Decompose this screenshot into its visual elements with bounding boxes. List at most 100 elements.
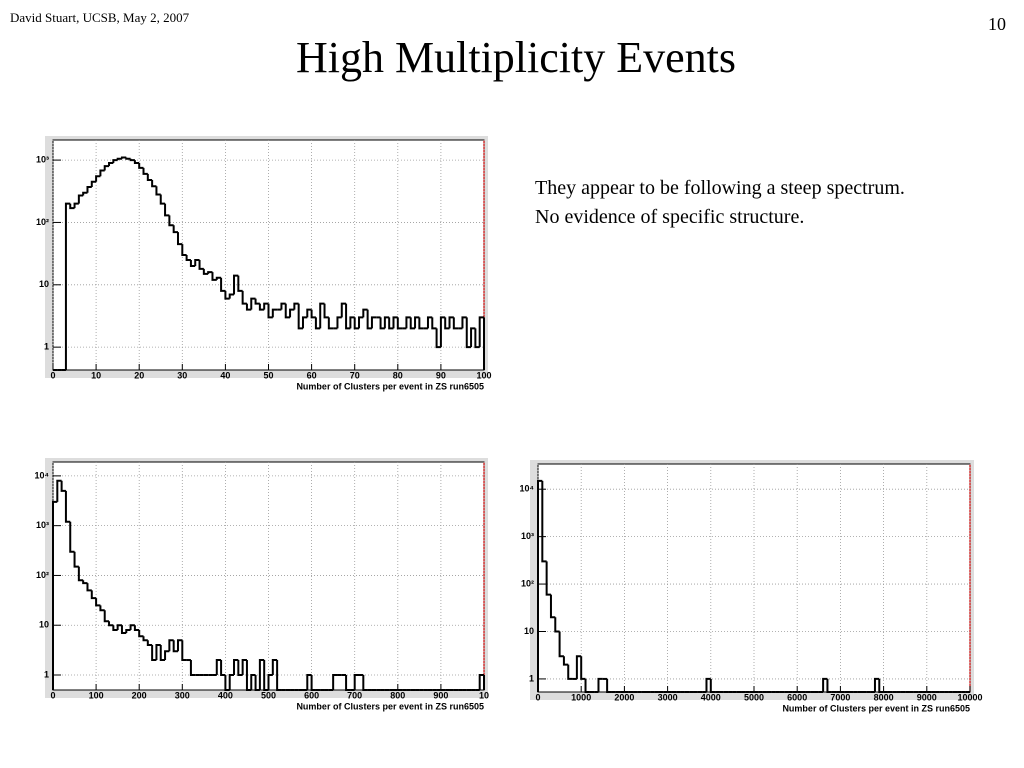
y-tick-label: 10² [521,578,534,588]
histogram-bin [168,215,174,227]
histogram-bin [345,303,351,330]
histogram-bin [52,500,58,690]
histogram-bin [537,479,543,692]
histogram-bin [228,674,235,690]
x-axis-label: Number of Clusters per event in ZS run65… [296,381,484,391]
histogram-bin [64,490,71,523]
histogram-bin [826,678,832,693]
histogram-bin [116,624,122,631]
histogram-bin [77,194,84,204]
histogram-bin [323,303,329,319]
x-axis-label: Number of Clusters per event in ZS run65… [296,701,484,711]
histogram-bin [224,290,230,300]
histogram-bin [172,225,178,234]
histogram-bin [95,175,101,182]
histogram-bin [554,617,560,633]
histogram-bin [189,259,196,268]
histogram-bin [301,316,308,329]
histogram-bin [155,186,161,196]
histogram-bin [245,303,252,311]
y-tick-label: 10 [39,279,49,289]
x-tick-label: 0 [535,692,540,702]
histogram-bin [250,674,256,690]
y-tick-label: 10⁴ [520,484,534,494]
histogram-bin [405,316,411,329]
histogram-bin [108,621,114,627]
histogram-bin [263,660,269,691]
histogram-bin [478,674,484,690]
body-line: They appear to be following a steep spec… [535,177,905,199]
histogram-bin [461,316,467,329]
histogram-bin [439,316,446,348]
histogram-bin [220,277,226,292]
histogram-bin [90,590,97,600]
histogram-bin [254,675,260,691]
histogram-bin [103,610,110,623]
x-tick-label: 90 [436,370,446,380]
histogram-bin [541,480,547,563]
histogram-bin [345,675,351,691]
histogram-bin [254,298,260,305]
x-tick-label: 0 [50,690,55,700]
histogram-bin [176,639,183,652]
histogram-bin [263,302,269,310]
histogram-bin [99,169,105,177]
histogram-bin [878,678,884,693]
histogram-bin [250,297,256,310]
histogram-bin [267,303,273,319]
histogram-bin [549,594,556,619]
histogram-bin [575,655,582,679]
page-number: 10 [988,14,1006,34]
y-tick-label: 10² [36,570,49,580]
histogram-bin [82,580,88,585]
x-tick-label: 300 [175,690,190,700]
histogram-bin [133,625,140,632]
histogram-bin [379,317,385,330]
histogram-bin [562,656,569,666]
y-tick-label: 10² [36,217,49,227]
histogram-bin [310,675,316,691]
histogram-bin [444,317,450,330]
histogram-bin [168,639,174,652]
histogram-bin [77,566,84,582]
histogram-bin [133,160,140,164]
histogram-bin [207,271,213,274]
histogram-bin [383,316,390,329]
histogram-bin [241,290,247,305]
histogram-bin [120,625,127,634]
x-tick-label: 70 [350,370,360,380]
histogram-bin [138,162,144,169]
histogram-bin [465,317,472,349]
histogram-bin [392,316,398,329]
histogram-bin [120,156,127,159]
histogram-bin [358,316,364,329]
histogram-bin [224,675,230,691]
histogram-bin [155,644,161,661]
histogram-bin [314,317,321,330]
x-tick-label: 9000 [917,692,937,702]
histogram-bin [280,302,286,310]
histogram-bin [271,308,278,318]
histogram-bin [69,203,75,210]
histogram-bin [276,660,282,691]
histogram-bin [349,316,355,329]
histogram-bin [258,303,265,311]
y-tick-label: 10⁴ [35,470,49,480]
x-tick-label: 8000 [874,692,894,702]
x-tick-label: 5000 [744,692,764,702]
histogram-bin [293,302,299,310]
histogram-bin [129,624,135,631]
histogram-bin [470,327,476,348]
histogram-bin [284,303,291,319]
histogram-bin [310,309,316,319]
histogram-bin [297,303,303,330]
y-tick-label: 1 [44,342,49,352]
histogram-bin [370,316,377,329]
histogram-bin [198,259,204,270]
histogram-bin [319,302,325,329]
histogram-bin [241,659,247,676]
histogram-bin [474,328,480,349]
histogram-bin [362,308,368,318]
x-tick-label: 30 [177,370,187,380]
